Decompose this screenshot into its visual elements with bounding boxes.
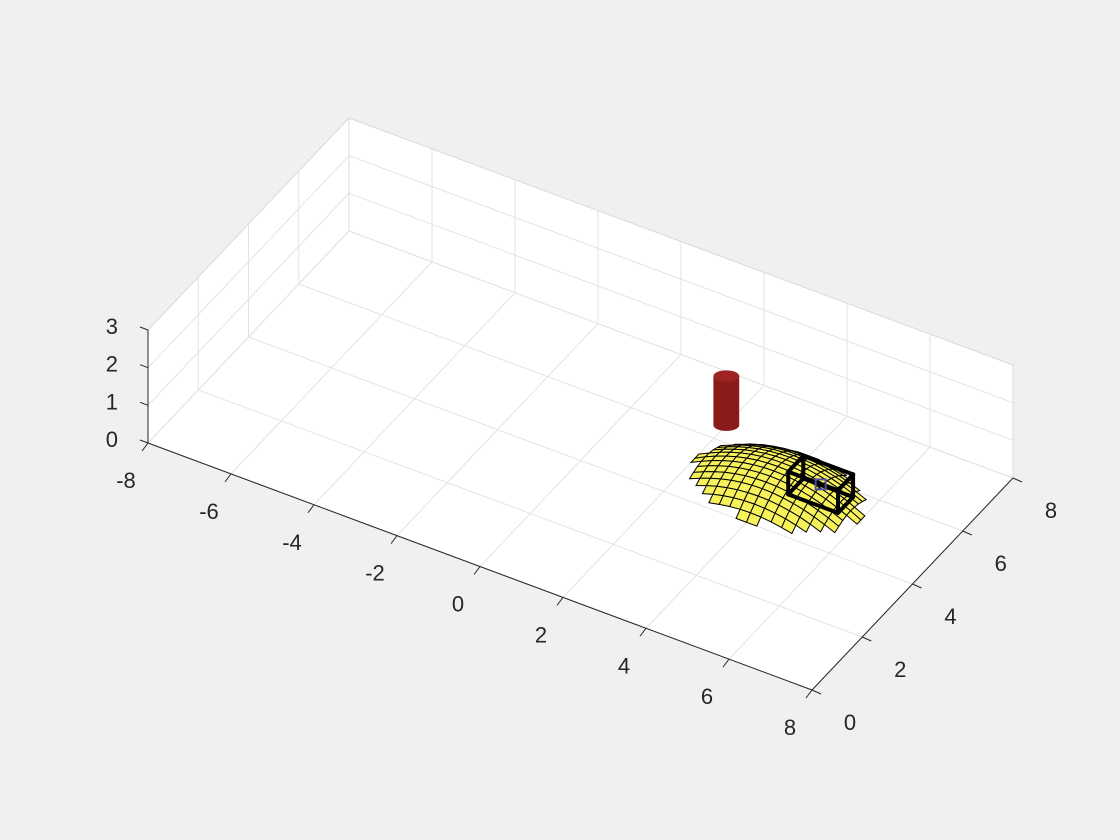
wire-box-edge [786,476,806,497]
x-tick-mark [473,566,481,575]
cylinder [713,370,740,431]
y-tick-mark [862,636,872,642]
mesh-cell [823,517,840,534]
z-tick-mark [139,364,149,369]
z-tick-label: 0 [106,427,118,452]
wire-box-edge [801,453,856,477]
scene-objects [688,370,868,535]
cylinder-top [713,370,740,382]
z-tick-label: 2 [106,352,118,377]
x-tick-mark [556,597,564,606]
x-tick-mark [141,442,149,452]
grid-line-z [348,192,1014,441]
x-tick-label: -6 [199,499,219,524]
x-tick-mark [390,535,398,544]
wire-box [786,453,856,515]
mesh-cell [845,510,862,525]
grid-line-y [248,336,913,585]
z-tick-mark [139,401,149,406]
wire-box-edge [836,472,856,493]
y-tick-label: 8 [1045,498,1057,523]
x-axis-ticks: -8 -6 -4 -2 0 2 4 6 8 [116,442,813,740]
y-tick-label: 4 [944,604,956,629]
z-tick-mark [139,439,149,444]
x-tick-mark [224,473,232,483]
grid-line-z [348,230,1014,479]
x-tick-mark [722,658,730,668]
z-tick-label: 3 [106,314,118,339]
x-tick-label: -8 [116,468,136,493]
wire-box-edge [836,495,856,515]
y-tick-label: 2 [894,657,906,682]
y-tick-mark [1012,477,1023,483]
x-tick-mark [307,504,315,514]
grid-line-z [348,155,1014,404]
y-tick-label: 6 [995,551,1007,576]
x-tick-label: 0 [452,592,464,617]
x-tick-label: 6 [701,684,713,709]
wire-box-edge [801,476,856,500]
grid-line-y [198,389,863,638]
y-tick-label: 0 [844,710,856,735]
x-tick-label: -2 [365,561,385,586]
wire-box-edge [786,492,841,515]
grid-line-z [147,155,350,369]
x-tick-label: -4 [282,530,302,555]
y-axis-ticks: 0 2 4 6 8 [811,477,1057,735]
grid-line-z [147,192,350,406]
y-tick-mark [962,530,972,536]
cylinder-body [713,376,740,426]
wire-box-edge [786,453,806,474]
box-edge [348,117,1014,366]
cylinder-bottom [713,419,740,431]
y-tick-mark [811,689,822,695]
z-tick-mark [139,326,149,331]
grid-line-z [147,230,350,444]
x-tick-label: 4 [618,653,630,678]
x-tick-label: 8 [784,715,796,740]
box-edge [147,117,350,331]
z-tick-label: 1 [106,389,118,414]
marker [814,478,827,491]
x-tick-label: 2 [535,622,547,647]
y-tick-mark [912,583,922,589]
z-axis-ticks: 0 1 2 3 [106,314,149,452]
x-tick-mark [805,689,813,699]
x-tick-mark [639,627,647,637]
